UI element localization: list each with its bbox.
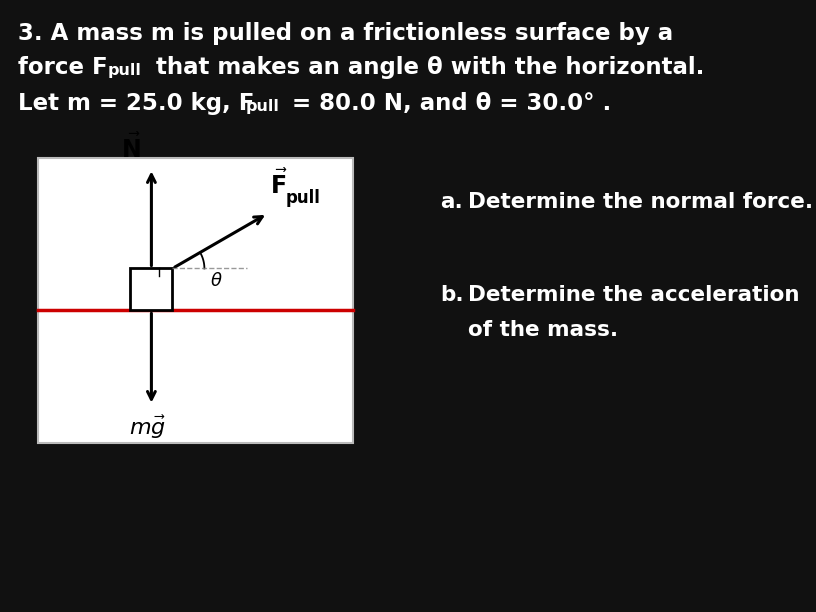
Text: force F: force F bbox=[18, 56, 108, 79]
Text: $\vec{\mathbf{F}}$: $\vec{\mathbf{F}}$ bbox=[269, 170, 287, 200]
Text: $\vec{\mathbf{N}}$: $\vec{\mathbf{N}}$ bbox=[122, 134, 141, 163]
Bar bbox=[38, 158, 353, 443]
Text: pull: pull bbox=[246, 99, 280, 114]
Text: 3. A mass m is pulled on a frictionless surface by a: 3. A mass m is pulled on a frictionless … bbox=[18, 22, 673, 45]
Text: pull: pull bbox=[108, 63, 142, 78]
Text: $\theta$: $\theta$ bbox=[211, 272, 223, 291]
Text: of the mass.: of the mass. bbox=[468, 320, 619, 340]
Text: b.: b. bbox=[440, 285, 463, 305]
Text: that makes an angle θ with the horizontal.: that makes an angle θ with the horizonta… bbox=[148, 56, 704, 79]
Text: Determine the acceleration: Determine the acceleration bbox=[468, 285, 800, 305]
Text: pull: pull bbox=[286, 190, 321, 207]
Text: $m\vec{g}$: $m\vec{g}$ bbox=[130, 414, 166, 441]
Text: a.: a. bbox=[440, 192, 463, 212]
Text: Let m = 25.0 kg, F: Let m = 25.0 kg, F bbox=[18, 92, 255, 115]
Text: Determine the normal force.: Determine the normal force. bbox=[468, 192, 813, 212]
Bar bbox=[131, 269, 172, 310]
Text: = 80.0 N, and θ = 30.0° .: = 80.0 N, and θ = 30.0° . bbox=[284, 92, 611, 115]
